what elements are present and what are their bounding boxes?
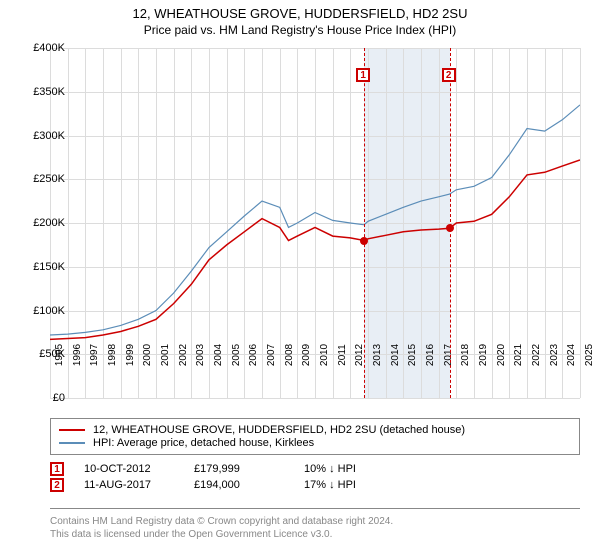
sale-marker-line: [450, 48, 451, 398]
sale-marker-line: [364, 48, 365, 398]
sale-data-point: [446, 224, 454, 232]
footer-attribution: Contains HM Land Registry data © Crown c…: [50, 508, 580, 541]
sales-row-marker: 2: [50, 478, 64, 492]
series-line-property: [50, 160, 580, 339]
sales-price: £179,999: [194, 463, 304, 475]
sales-delta: 10% ↓ HPI: [304, 463, 414, 475]
sales-date: 10-OCT-2012: [84, 463, 194, 475]
sales-price: £194,000: [194, 479, 304, 491]
sale-marker-box: 1: [356, 68, 370, 82]
legend-box: 12, WHEATHOUSE GROVE, HUDDERSFIELD, HD2 …: [50, 418, 580, 455]
sales-date: 11-AUG-2017: [84, 479, 194, 491]
series-line-hpi: [50, 105, 580, 335]
title-line-2: Price paid vs. HM Land Registry's House …: [0, 23, 600, 37]
x-axis-tick-label: 2025: [584, 344, 595, 366]
gridline-horizontal: [50, 398, 580, 399]
sale-data-point: [360, 237, 368, 245]
sales-delta: 17% ↓ HPI: [304, 479, 414, 491]
sales-table: 1 10-OCT-2012£179,99910% ↓ HPI 2 11-AUG-201…: [50, 460, 580, 494]
footer-line-2: This data is licensed under the Open Gov…: [50, 528, 580, 541]
legend-item: 12, WHEATHOUSE GROVE, HUDDERSFIELD, HD2 …: [59, 424, 571, 436]
legend-label: HPI: Average price, detached house, Kirk…: [93, 437, 314, 449]
legend-swatch: [59, 442, 85, 444]
arrow-down-icon: ↓: [329, 479, 335, 491]
chart-plot-area: 12: [50, 48, 580, 398]
sale-marker-box: 2: [442, 68, 456, 82]
chart-lines-svg: [50, 48, 580, 398]
sales-row: 2 11-AUG-2017£194,00017% ↓ HPI: [50, 478, 580, 492]
chart-title-block: 12, WHEATHOUSE GROVE, HUDDERSFIELD, HD2 …: [0, 0, 600, 39]
sales-row-marker: 1: [50, 462, 64, 476]
footer-line-1: Contains HM Land Registry data © Crown c…: [50, 515, 580, 528]
legend-swatch: [59, 429, 85, 431]
legend-label: 12, WHEATHOUSE GROVE, HUDDERSFIELD, HD2 …: [93, 424, 465, 436]
legend-item: HPI: Average price, detached house, Kirk…: [59, 437, 571, 449]
gridline-vertical: [580, 48, 581, 398]
arrow-down-icon: ↓: [329, 463, 335, 475]
sales-row: 1 10-OCT-2012£179,99910% ↓ HPI: [50, 462, 580, 476]
title-line-1: 12, WHEATHOUSE GROVE, HUDDERSFIELD, HD2 …: [0, 6, 600, 21]
